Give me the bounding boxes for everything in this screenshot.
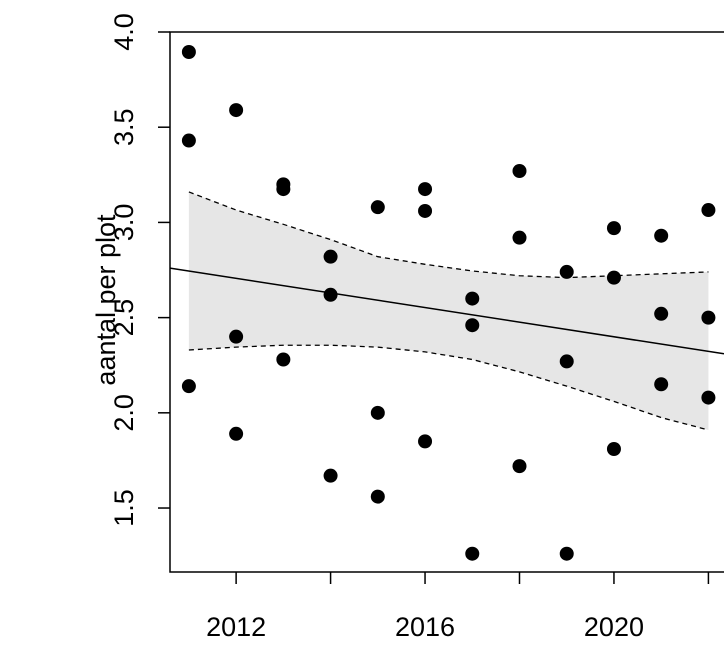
data-point xyxy=(512,230,527,245)
y-tick-label: 3.0 xyxy=(109,204,139,242)
data-point xyxy=(465,546,480,561)
data-point xyxy=(701,203,716,218)
data-point xyxy=(654,306,669,321)
band-edge xyxy=(188,191,709,279)
data-point xyxy=(559,546,574,561)
data-point xyxy=(606,221,621,236)
y-tick-label: 2.0 xyxy=(109,394,139,432)
data-point xyxy=(276,352,291,367)
data-point xyxy=(229,103,244,118)
data-point xyxy=(559,264,574,279)
y-tick-label: 4.0 xyxy=(109,13,139,51)
data-point xyxy=(418,203,433,218)
trend-line xyxy=(169,267,724,355)
x-tick-label: 2012 xyxy=(206,612,266,642)
data-point xyxy=(418,182,433,197)
x-tick-label: 2016 xyxy=(395,612,455,642)
data-point xyxy=(512,163,527,178)
y-axis-label: aantal per plot xyxy=(91,214,121,386)
data-point xyxy=(229,426,244,441)
data-point xyxy=(701,390,716,405)
data-point xyxy=(323,249,338,264)
data-point xyxy=(229,329,244,344)
data-point xyxy=(559,354,574,369)
data-point xyxy=(276,182,291,197)
data-point xyxy=(181,44,196,59)
data-point xyxy=(606,270,621,285)
y-tick-label: 2.5 xyxy=(109,299,139,337)
data-point xyxy=(512,459,527,474)
data-point xyxy=(418,434,433,449)
data-point xyxy=(606,441,621,456)
plot-frame xyxy=(169,31,724,573)
data-point xyxy=(654,377,669,392)
data-point xyxy=(654,228,669,243)
data-point xyxy=(370,489,385,504)
data-point xyxy=(465,318,480,333)
data-point xyxy=(181,379,196,394)
data-point xyxy=(323,287,338,302)
data-point xyxy=(701,310,716,325)
data-point xyxy=(370,405,385,420)
y-tick-label: 3.5 xyxy=(109,108,139,146)
y-tick-label: 1.5 xyxy=(109,489,139,527)
x-tick-label: 2020 xyxy=(584,612,644,642)
data-point xyxy=(465,291,480,306)
data-point xyxy=(370,200,385,215)
data-point xyxy=(181,133,196,148)
data-point xyxy=(323,468,338,483)
